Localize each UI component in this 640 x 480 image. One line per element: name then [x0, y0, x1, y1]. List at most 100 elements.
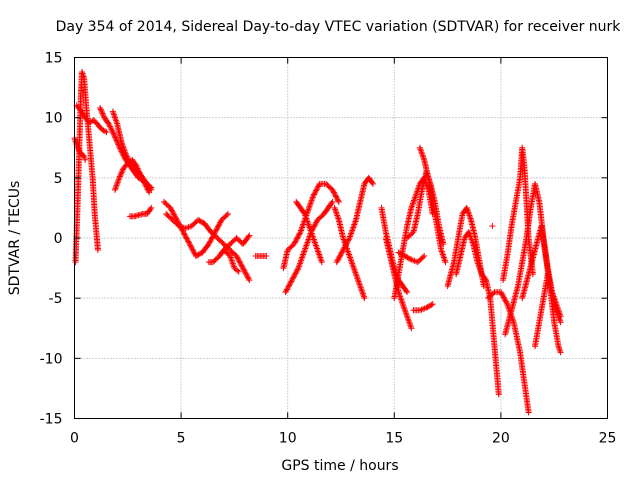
- data-point: [181, 231, 188, 238]
- data-point: [310, 236, 317, 243]
- data-point: [335, 198, 342, 205]
- data-point: [188, 245, 195, 252]
- data-point: [82, 156, 89, 163]
- data-point: [345, 251, 352, 258]
- data-point: [334, 213, 341, 220]
- data-point: [124, 154, 131, 161]
- data-point: [109, 127, 116, 134]
- data-point: [331, 190, 338, 197]
- data-point: [353, 274, 360, 281]
- data-point: [123, 152, 130, 159]
- data-point: [420, 153, 427, 160]
- y-tick-label: -10: [40, 351, 63, 367]
- data-point: [304, 239, 311, 246]
- data-point: [196, 217, 203, 224]
- data-point: [107, 123, 114, 130]
- data-point: [405, 316, 412, 323]
- data-point: [348, 257, 355, 264]
- data-point: [350, 263, 357, 270]
- data-point: [500, 293, 507, 300]
- data-point: [237, 259, 244, 266]
- data-point: [296, 230, 303, 237]
- data-point: [113, 119, 120, 126]
- data-point: [359, 289, 366, 296]
- data-point: [215, 222, 222, 229]
- data-point: [356, 280, 363, 287]
- data-point: [421, 253, 428, 260]
- data-point: [287, 279, 294, 286]
- data-point: [111, 113, 118, 120]
- data-point: [302, 244, 309, 251]
- data-point: [239, 263, 246, 270]
- data-point: [314, 247, 321, 254]
- data-point: [246, 232, 253, 239]
- data-point: [300, 209, 307, 216]
- data-point: [310, 191, 317, 198]
- data-point: [244, 274, 251, 281]
- data-point: [229, 260, 236, 267]
- data-point: [168, 206, 175, 213]
- data-point: [411, 197, 418, 204]
- data-point: [405, 255, 412, 262]
- data-point: [114, 179, 121, 186]
- data-point: [183, 234, 190, 241]
- series-arc-17: [333, 174, 376, 266]
- data-point: [207, 238, 214, 245]
- data-point: [112, 186, 119, 193]
- data-point: [312, 242, 319, 249]
- x-axis-label: GPS time / hours: [281, 458, 398, 474]
- data-point: [441, 256, 448, 263]
- data-point: [333, 210, 340, 217]
- data-point: [110, 110, 117, 117]
- series-arc-7: [126, 204, 155, 220]
- data-point: [310, 192, 317, 199]
- data-point: [291, 239, 298, 246]
- data-point: [396, 250, 403, 257]
- data-point: [109, 129, 116, 136]
- data-point: [293, 237, 300, 244]
- data-point: [293, 267, 300, 274]
- data-point: [283, 287, 290, 294]
- data-point: [312, 220, 319, 227]
- data-point: [348, 259, 355, 266]
- data-point: [235, 268, 242, 275]
- data-point: [442, 259, 449, 266]
- data-point: [301, 248, 308, 255]
- data-point: [403, 311, 410, 318]
- data-point: [146, 189, 153, 196]
- data-point: [223, 212, 230, 219]
- data-point: [305, 221, 312, 228]
- data-point: [397, 293, 404, 300]
- data-point: [112, 134, 119, 141]
- data-point: [304, 219, 311, 226]
- data-point: [313, 186, 320, 193]
- data-point: [228, 257, 235, 264]
- data-point: [293, 269, 300, 276]
- data-point: [107, 124, 114, 131]
- data-point: [172, 214, 179, 221]
- data-point: [147, 206, 154, 213]
- data-point: [398, 250, 405, 257]
- y-tick-label: -15: [40, 412, 63, 428]
- data-point: [407, 255, 414, 262]
- data-point: [215, 223, 222, 230]
- series-arc-28: [482, 277, 502, 398]
- data-point: [300, 251, 307, 258]
- data-point: [328, 200, 335, 207]
- data-point: [135, 168, 142, 175]
- data-point: [440, 253, 447, 260]
- data-point: [180, 228, 187, 235]
- data-point: [182, 232, 189, 239]
- data-point: [428, 301, 435, 308]
- data-point: [310, 223, 317, 230]
- x-tick-label: 20: [492, 431, 510, 447]
- data-point: [403, 310, 410, 317]
- y-tick-label: 10: [45, 111, 63, 127]
- data-point: [194, 252, 201, 259]
- data-point: [349, 260, 356, 267]
- data-point: [94, 247, 101, 254]
- data-point: [359, 290, 366, 297]
- data-point: [123, 153, 130, 160]
- data-point: [400, 252, 407, 259]
- data-point: [404, 254, 411, 261]
